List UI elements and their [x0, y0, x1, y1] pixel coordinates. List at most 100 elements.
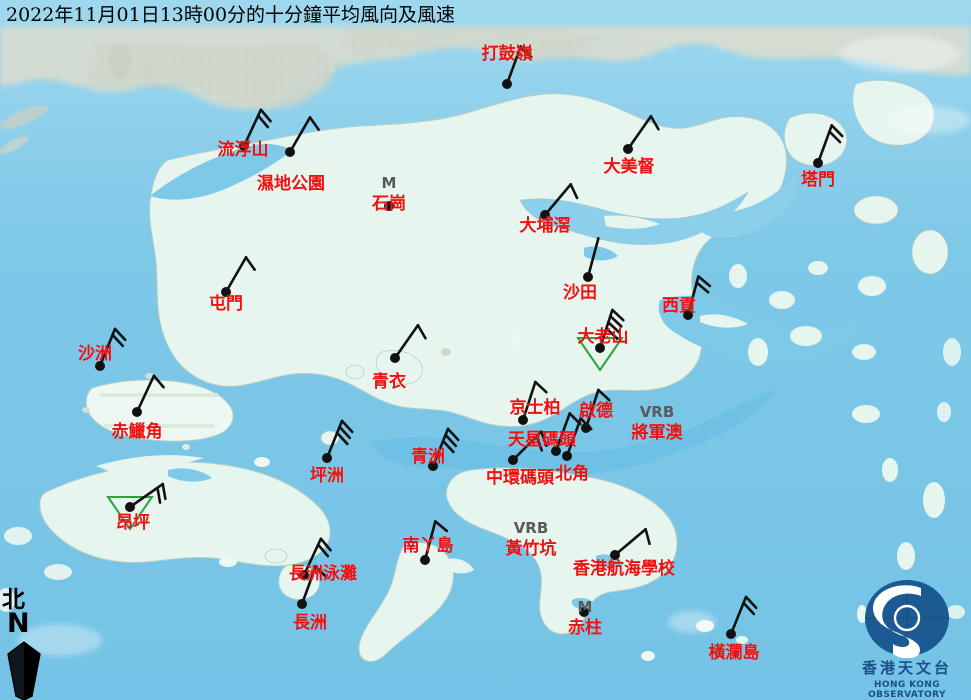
- station-marker-dot: [502, 79, 512, 89]
- station-marker-dot: [95, 361, 105, 371]
- wind-barb-shaft: [288, 116, 312, 154]
- station-marker-dot: [610, 550, 620, 560]
- station-marker-dot: [518, 415, 528, 425]
- compass-north-en: N: [7, 608, 30, 639]
- wind-barb-feather: [830, 124, 844, 138]
- station-南丫島: [420, 520, 449, 565]
- wind-barb-feather: [156, 486, 162, 504]
- wind-barb-shaft: [613, 527, 647, 557]
- station-橫瀾島: [726, 595, 758, 639]
- station-長洲泳灘: [299, 537, 332, 580]
- station-marker-dot: [562, 451, 572, 461]
- wind-barb-shaft: [423, 520, 437, 562]
- station-marker-dot: [595, 343, 605, 353]
- station-赤鱲角: [132, 374, 165, 417]
- station-流浮山: [239, 108, 272, 151]
- wind-barb-feather: [256, 114, 270, 129]
- station-label: 青衣: [372, 372, 406, 392]
- chek-lap-kok: [85, 379, 234, 442]
- station-label: 西貢: [662, 296, 696, 316]
- wind-barb-feather: [308, 116, 320, 131]
- station-label: 大老山: [577, 327, 629, 347]
- station-marker-dot: [390, 353, 400, 363]
- wind-barb-feather: [649, 114, 660, 131]
- station-label: 香港航海學校: [573, 559, 675, 579]
- station-label: 青洲: [411, 447, 445, 467]
- station-label: 大美督: [603, 157, 655, 177]
- wind-barb-feather: [416, 323, 427, 340]
- station-label: 濕地公園: [257, 174, 325, 194]
- station-flag-vrb: VRB: [639, 403, 675, 421]
- cloud-wisps: [18, 36, 970, 656]
- station-天星碼頭: [551, 412, 582, 456]
- station-marker-dot: [428, 461, 438, 471]
- hko-logo-en: HONG KONG OBSERVATORY: [868, 680, 946, 700]
- station-label: 塔門: [801, 170, 835, 190]
- wind-barb-feather: [644, 527, 651, 546]
- wind-barb-feather: [335, 431, 349, 446]
- mainland-china: [0, 26, 971, 110]
- compass-needle-icon: [7, 641, 41, 700]
- wind-barb-feather: [244, 256, 256, 271]
- wind-barb-feather: [609, 314, 623, 328]
- wind-barb-feather: [597, 388, 611, 402]
- station-label: 石崗: [372, 194, 406, 214]
- wind-barb-shaft: [554, 412, 571, 453]
- wind-barb-shaft: [543, 183, 573, 217]
- wind-barb-feather: [535, 435, 544, 452]
- wind-barb-shaft: [393, 323, 420, 360]
- station-marker-dot: [239, 141, 249, 151]
- wind-barb-feather: [444, 433, 458, 448]
- high-level-marker-icon: [106, 496, 154, 531]
- station-label: 沙田: [563, 283, 597, 303]
- wind-barb-feather: [569, 183, 579, 200]
- station-label: 橫瀾島: [708, 643, 760, 663]
- wind-barb-feather: [316, 543, 330, 558]
- wind-barb-feather: [611, 308, 625, 322]
- wind-barb-shaft: [505, 45, 522, 86]
- station-label: 南丫島: [402, 536, 454, 556]
- wind-barb-feather: [111, 333, 125, 348]
- station-中環碼頭: [508, 430, 548, 465]
- cheung-chau: [219, 545, 320, 600]
- station-label: 流浮山: [217, 140, 269, 160]
- station-marker-dot: [540, 210, 550, 220]
- wind-barb-shaft: [521, 380, 537, 422]
- station-坪洲: [322, 419, 354, 463]
- west-islands: [82, 333, 520, 467]
- station-marker-dot: [683, 310, 693, 320]
- station-大老山: [576, 308, 625, 372]
- station-label: 北角: [555, 464, 589, 484]
- station-label: 坪洲: [310, 466, 344, 486]
- station-西貢: [683, 275, 712, 320]
- far-east-islets: [0, 338, 965, 619]
- station-昂坪: [106, 482, 167, 531]
- station-label: 赤柱: [568, 618, 602, 638]
- station-label: 打鼓嶺: [481, 44, 533, 64]
- station-marker-dot: [813, 158, 823, 168]
- high-level-marker-icon: [576, 337, 624, 372]
- wind-barb-feather: [161, 482, 167, 501]
- inner-waters: [150, 144, 866, 366]
- wind-barb-feather: [441, 439, 455, 454]
- wind-barb-feather: [434, 520, 449, 533]
- station-marker-dot: [299, 570, 309, 580]
- wind-barb-shaft: [135, 374, 156, 414]
- station-flag-m: M: [577, 598, 593, 616]
- wind-barb-feather: [113, 327, 127, 342]
- station-京士柏: [518, 380, 548, 425]
- wind-barb-feather: [259, 108, 272, 123]
- station-濕地公園: [285, 116, 320, 157]
- wind-barb-shaft: [626, 114, 653, 151]
- station-石崗: [384, 201, 394, 211]
- sai-kung-islands: [698, 80, 949, 366]
- station-marker-dot: [132, 407, 142, 417]
- station-marker-dot: [285, 147, 295, 157]
- station-屯門: [221, 256, 256, 297]
- station-label: 啟德: [579, 401, 613, 421]
- wind-barb-feather: [607, 321, 621, 334]
- wind-barb-shaft: [300, 565, 317, 606]
